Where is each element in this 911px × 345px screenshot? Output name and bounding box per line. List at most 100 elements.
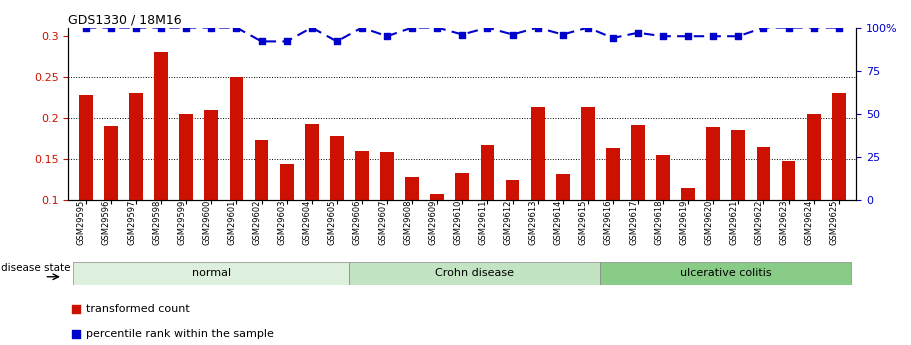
Text: GSM29595: GSM29595 (77, 200, 86, 245)
Bar (280, 164, 293, 200)
Text: GSM29613: GSM29613 (528, 200, 537, 245)
Point (480, 25, 495, 30)
Text: GSM29607: GSM29607 (378, 200, 387, 245)
Text: GSM29623: GSM29623 (780, 200, 789, 245)
Text: GSM29608: GSM29608 (404, 200, 412, 245)
Text: GSM29603: GSM29603 (278, 200, 287, 245)
Text: GSM29612: GSM29612 (504, 200, 513, 245)
Bar (380, 152, 394, 200)
Point (782, 25, 796, 30)
Bar (350, 262, 600, 285)
Bar (656, 155, 670, 200)
Bar (430, 194, 445, 200)
Bar (230, 77, 243, 200)
Text: GSM29617: GSM29617 (629, 200, 638, 245)
Point (330, 39, 344, 44)
Text: GSM29597: GSM29597 (127, 200, 136, 245)
Point (606, 35, 620, 41)
Bar (204, 110, 219, 200)
Bar (681, 188, 695, 200)
Bar (305, 124, 319, 200)
Bar (581, 107, 595, 200)
Bar (405, 177, 419, 200)
Bar (732, 130, 745, 200)
Point (254, 39, 269, 44)
Point (681, 33, 695, 39)
Bar (631, 125, 645, 200)
Point (527, 214, 541, 220)
Text: normal: normal (192, 268, 230, 278)
Bar (600, 262, 851, 285)
Text: GSM29615: GSM29615 (578, 200, 588, 245)
Bar (255, 140, 269, 200)
Point (832, 25, 846, 30)
Bar (506, 179, 519, 200)
Point (656, 33, 670, 39)
Point (430, 25, 445, 30)
Text: GSM29620: GSM29620 (704, 200, 713, 245)
Bar (355, 151, 369, 200)
Point (530, 25, 545, 30)
Bar (756, 147, 771, 200)
Point (104, 25, 118, 30)
Point (706, 33, 721, 39)
Point (280, 39, 294, 44)
Bar (129, 93, 143, 200)
Text: GSM29618: GSM29618 (654, 200, 663, 245)
Text: GSM29601: GSM29601 (228, 200, 237, 245)
Text: GSM29606: GSM29606 (353, 200, 362, 245)
Bar (104, 126, 118, 200)
Bar (456, 173, 469, 200)
Text: GSM29596: GSM29596 (102, 200, 111, 245)
Point (455, 32, 470, 37)
Bar (782, 161, 795, 200)
Text: GSM29599: GSM29599 (178, 200, 186, 245)
Text: GSM29619: GSM29619 (680, 200, 688, 245)
Text: GSM29622: GSM29622 (754, 200, 763, 245)
Text: GSM29624: GSM29624 (804, 200, 814, 245)
Text: GSM29625: GSM29625 (830, 200, 839, 245)
Bar (531, 107, 545, 200)
Text: percentile rank within the sample: percentile rank within the sample (86, 329, 273, 339)
Point (78, 25, 93, 30)
Bar (330, 136, 343, 200)
Text: transformed count: transformed count (86, 304, 189, 314)
Text: GSM29614: GSM29614 (554, 200, 563, 245)
Point (630, 30, 645, 36)
Text: GSM29609: GSM29609 (428, 200, 437, 245)
Point (756, 25, 771, 30)
Bar (706, 127, 721, 200)
Text: GSM29610: GSM29610 (454, 200, 462, 245)
Text: GDS1330 / 18M16: GDS1330 / 18M16 (68, 13, 182, 27)
Text: Crohn disease: Crohn disease (435, 268, 515, 278)
Text: disease state: disease state (2, 264, 71, 274)
Bar (179, 114, 193, 200)
Text: GSM29621: GSM29621 (730, 200, 739, 245)
Point (806, 25, 821, 30)
Point (556, 32, 570, 37)
Point (230, 25, 244, 30)
Text: GSM29616: GSM29616 (604, 200, 613, 245)
Point (506, 32, 520, 37)
Text: GSM29598: GSM29598 (152, 200, 161, 245)
Point (304, 25, 319, 30)
Text: GSM29602: GSM29602 (252, 200, 261, 245)
Text: GSM29604: GSM29604 (302, 200, 312, 245)
Point (380, 33, 394, 39)
Bar (606, 148, 619, 200)
Point (128, 25, 143, 30)
Bar (556, 174, 569, 200)
Point (204, 25, 219, 30)
Point (354, 25, 369, 30)
Text: GSM29611: GSM29611 (478, 200, 487, 245)
Bar (807, 114, 821, 200)
Text: ulcerative colitis: ulcerative colitis (680, 268, 772, 278)
Point (404, 25, 419, 30)
Point (179, 25, 193, 30)
Text: GSM29605: GSM29605 (328, 200, 337, 245)
Bar (79, 95, 93, 200)
Point (580, 25, 595, 30)
Bar (74, 262, 350, 285)
Bar (154, 52, 169, 200)
Point (154, 25, 169, 30)
